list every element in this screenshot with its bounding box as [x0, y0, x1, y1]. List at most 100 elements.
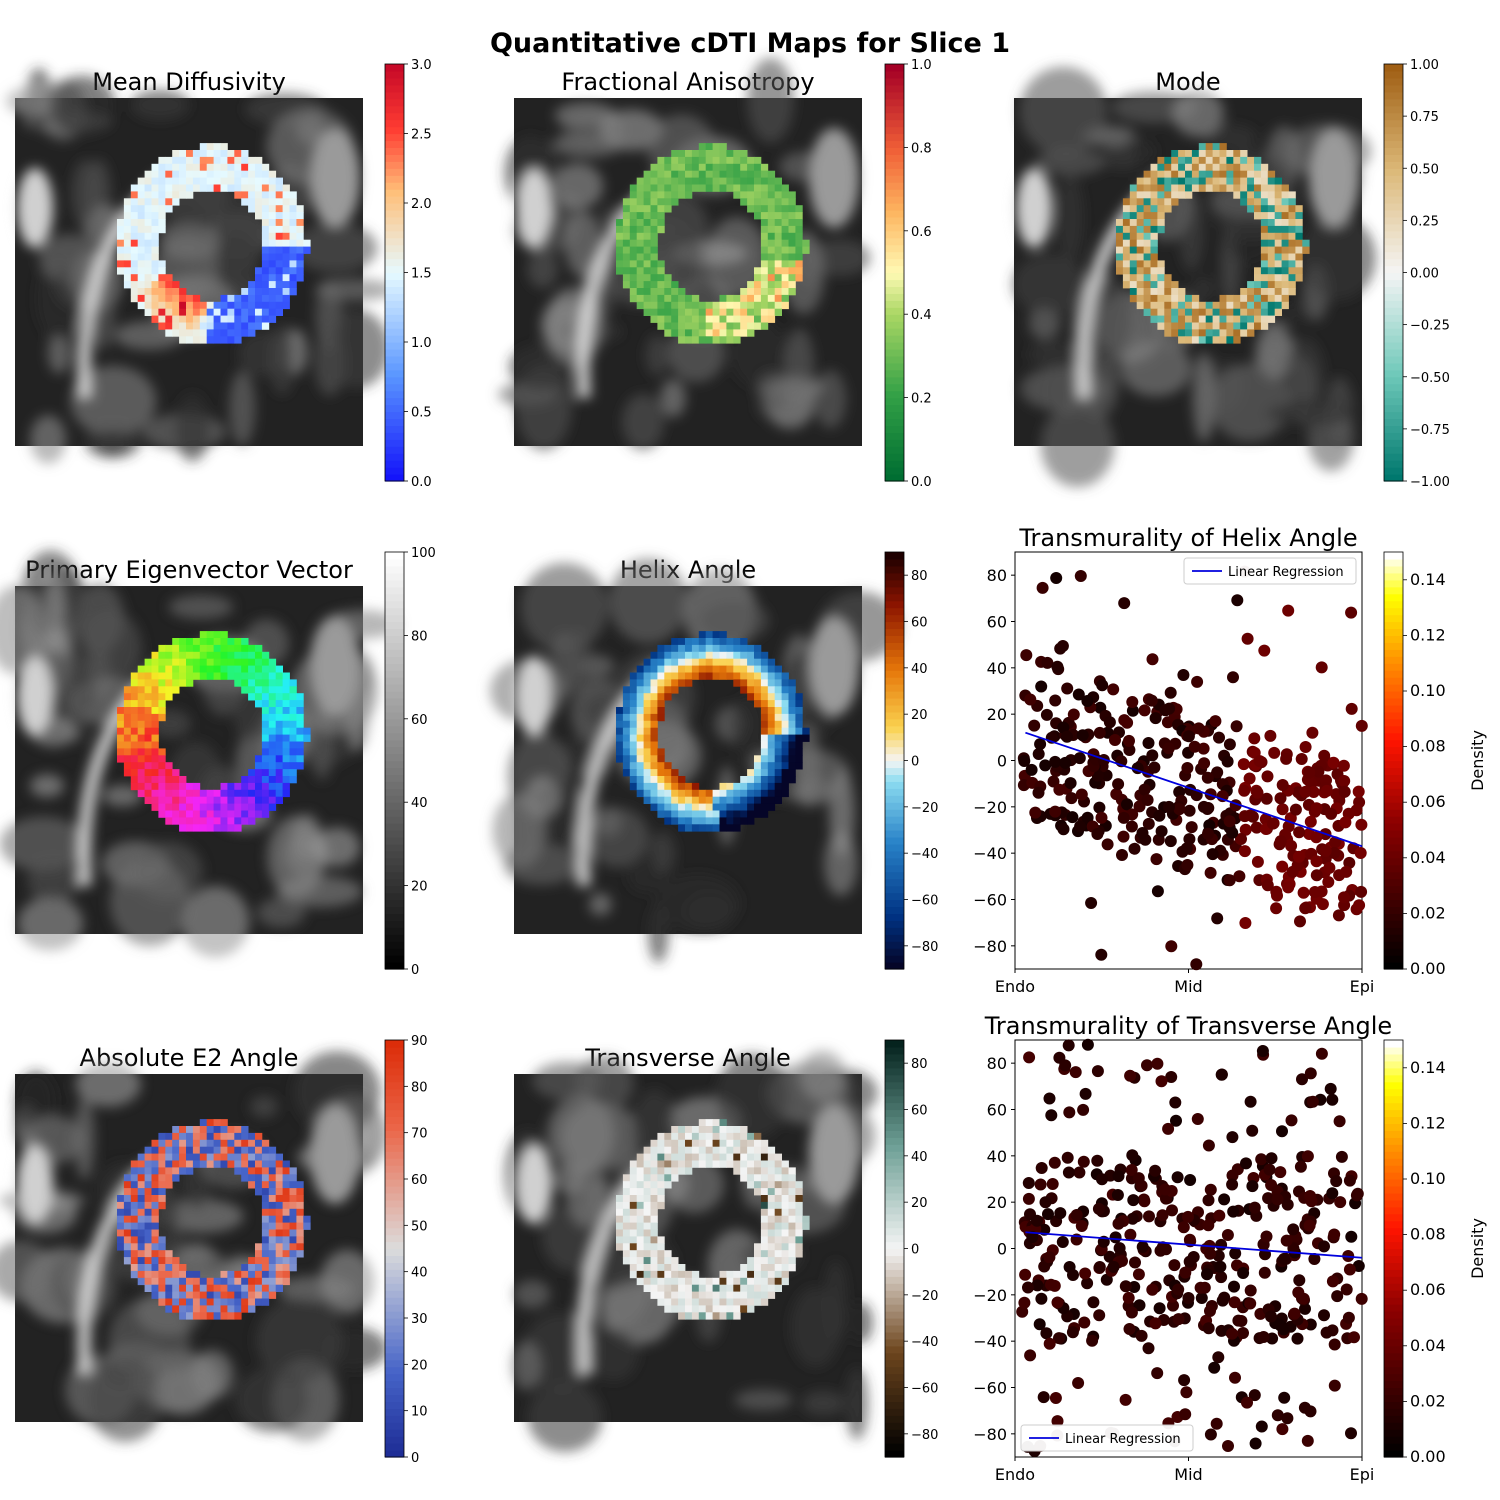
scatter-point [1299, 902, 1312, 915]
scatter-point [1048, 1156, 1061, 1169]
colorbar-tick-label: 60 [411, 1173, 428, 1188]
colorbar-tick-label: 60 [911, 616, 928, 631]
scatter-point [1091, 1154, 1104, 1167]
scatter-point [1239, 917, 1252, 929]
scatter-point [1188, 740, 1201, 753]
scatter-point [1286, 865, 1299, 878]
colorbar-tick-label: −20 [911, 801, 938, 816]
scatter-point [1265, 1152, 1278, 1165]
scatter-point [1303, 766, 1316, 779]
scatter-point [1256, 1045, 1269, 1057]
scatter-point [1233, 870, 1246, 883]
scatter-point [1235, 1315, 1248, 1327]
legend: Linear Regression [1183, 557, 1357, 585]
scatter-point [1230, 720, 1243, 733]
scatter-point [1086, 1334, 1099, 1347]
scatter-point [1226, 1131, 1239, 1144]
scatter-point [1124, 1069, 1137, 1082]
colorbar-tick-label: 20 [911, 1196, 928, 1211]
y-tick-label: −40 [973, 1332, 1007, 1351]
scatter-point [1280, 1234, 1293, 1247]
scatter-point [1054, 642, 1067, 655]
scatter-point [1278, 1391, 1291, 1404]
scatter-point [1348, 1331, 1360, 1344]
scatter-point [1355, 885, 1368, 898]
scatter-point [1053, 783, 1066, 796]
x-tick-label: Epi [1350, 977, 1375, 996]
scatter-point [1069, 1066, 1082, 1079]
scatter-point [1132, 1172, 1145, 1185]
colorbar-tick-label: 0.10 [1410, 681, 1446, 700]
scatter-point [1315, 661, 1328, 674]
colorbar-tick-label: −60 [911, 894, 938, 909]
scatter-point [1136, 1240, 1149, 1253]
scatter-point [1328, 1379, 1341, 1392]
scatter-point [1066, 1326, 1079, 1339]
scatter-point [1266, 817, 1279, 830]
scatter-point [1306, 726, 1319, 739]
scatter-point [1151, 1367, 1164, 1380]
scatter-point [1180, 842, 1193, 855]
scatter-point [1064, 777, 1077, 790]
scatter-point [1343, 856, 1356, 869]
scatter-point [1276, 1125, 1288, 1138]
scatter-point [1202, 1322, 1215, 1335]
scatter-point [1319, 844, 1332, 857]
scatter-point [1163, 702, 1176, 715]
scatter-point [1293, 826, 1306, 839]
scatter-point [1355, 719, 1368, 732]
colorbar-tick-label: 80 [411, 629, 428, 644]
panel-title: Mean Diffusivity [92, 68, 286, 96]
scatter-point [1118, 714, 1131, 727]
scatter-point [1137, 1193, 1150, 1206]
scatter-point [1049, 755, 1062, 768]
scatter-point [1149, 712, 1162, 725]
scatter-point [1184, 1174, 1197, 1186]
scatter-point [1051, 1415, 1064, 1428]
scatter-point [1253, 755, 1266, 768]
scatter-point [1227, 671, 1239, 684]
colorbar-tick-label: 3.0 [411, 58, 432, 73]
colorbar-tick-label: 0 [911, 1243, 919, 1258]
scatter-point [1303, 1219, 1316, 1232]
scatter-point [1338, 891, 1350, 904]
scatter-point [1079, 1267, 1092, 1280]
scatter-point [1210, 1417, 1223, 1430]
scatter-point [1340, 1283, 1353, 1296]
scatter-point [1095, 948, 1108, 961]
colorbar-frame [1383, 1039, 1404, 1458]
scatter-point [1215, 1068, 1228, 1081]
scatter-point [1153, 1302, 1166, 1315]
y-tick-label: 60 [987, 613, 1007, 632]
scatter-point [1304, 1405, 1317, 1418]
scatter-point [1326, 1187, 1339, 1200]
scatter-point [1061, 730, 1073, 743]
colorbar-tick-label: 0.08 [1410, 737, 1446, 756]
scatter-point [1164, 835, 1177, 848]
y-tick-label: 0 [997, 1240, 1007, 1259]
scatter-point [1240, 1157, 1252, 1170]
colorbar-tick-label: −80 [911, 1428, 938, 1443]
scatter-point [1077, 1155, 1090, 1168]
scatter-point [1213, 731, 1225, 744]
scatter-point [1257, 1331, 1270, 1343]
colorbar-frame [384, 1039, 405, 1458]
scatter-point [1061, 1151, 1074, 1164]
panel-mode: Mode−1.00−0.75−0.50−0.250.000.250.500.75… [1012, 58, 1450, 490]
scatter-point [1243, 772, 1256, 785]
scatter-point [1093, 801, 1106, 814]
scatter-point [1297, 886, 1310, 899]
scatter-point [1312, 765, 1325, 778]
scatter-point [1270, 902, 1283, 915]
scatter-point [1107, 1260, 1120, 1273]
scatter-point [1172, 1283, 1185, 1296]
scatter-point [1092, 1202, 1105, 1215]
scatter-point [1091, 769, 1104, 782]
scatter-point [1213, 1209, 1226, 1222]
scatter-point [1053, 1332, 1065, 1345]
scatter-point [1315, 1047, 1328, 1060]
scatter-point [1181, 859, 1194, 871]
scatter-point [1061, 682, 1074, 695]
colorbar-tick-label: 0.00 [1410, 1447, 1446, 1466]
